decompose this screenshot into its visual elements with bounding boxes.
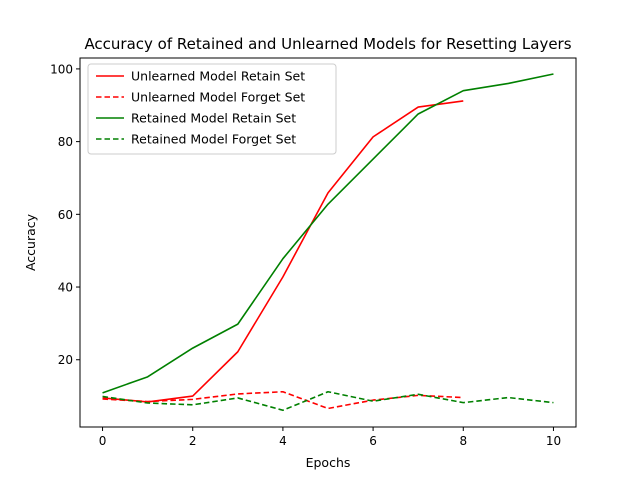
y-tick-label: 60 [58,208,73,222]
legend-label: Unlearned Model Retain Set [131,69,305,84]
legend-label: Retained Model Forget Set [131,132,296,147]
x-tick-label: 10 [546,434,561,448]
y-tick-label: 40 [58,281,73,295]
legend-box [87,63,337,155]
series-line-unlearned-model-forget-set [102,390,464,410]
y-tick-label: 80 [58,135,73,149]
y-axis-ticks: 20 40 60 80 100 [50,62,80,367]
x-tick-label: 8 [459,434,467,448]
plot-area-frame [79,57,577,428]
legend-label: Unlearned Model Forget Set [131,90,305,105]
y-tick-label: 20 [58,353,73,367]
x-tick-label: 2 [189,434,197,448]
x-tick-label: 4 [279,434,287,448]
series-line-retained-model-forget-set [102,390,554,412]
x-axis-ticks: 0 2 4 6 8 10 [99,427,561,448]
x-axis-label: Epochs [306,455,351,470]
y-tick-label: 100 [50,62,73,76]
legend: Unlearned Model Retain Set Unlearned Mode… [87,63,337,155]
series-line-unlearned-model-retain-set [102,100,464,403]
series-line-retained-model-retain-set [102,73,554,394]
y-axis-label: Accuracy [23,213,38,271]
legend-label: Retained Model Retain Set [131,111,296,126]
series-layer [102,73,554,412]
chart-title: Accuracy of Retained and Unlearned Model… [84,35,571,53]
x-tick-label: 0 [99,434,107,448]
x-tick-label: 6 [369,434,377,448]
